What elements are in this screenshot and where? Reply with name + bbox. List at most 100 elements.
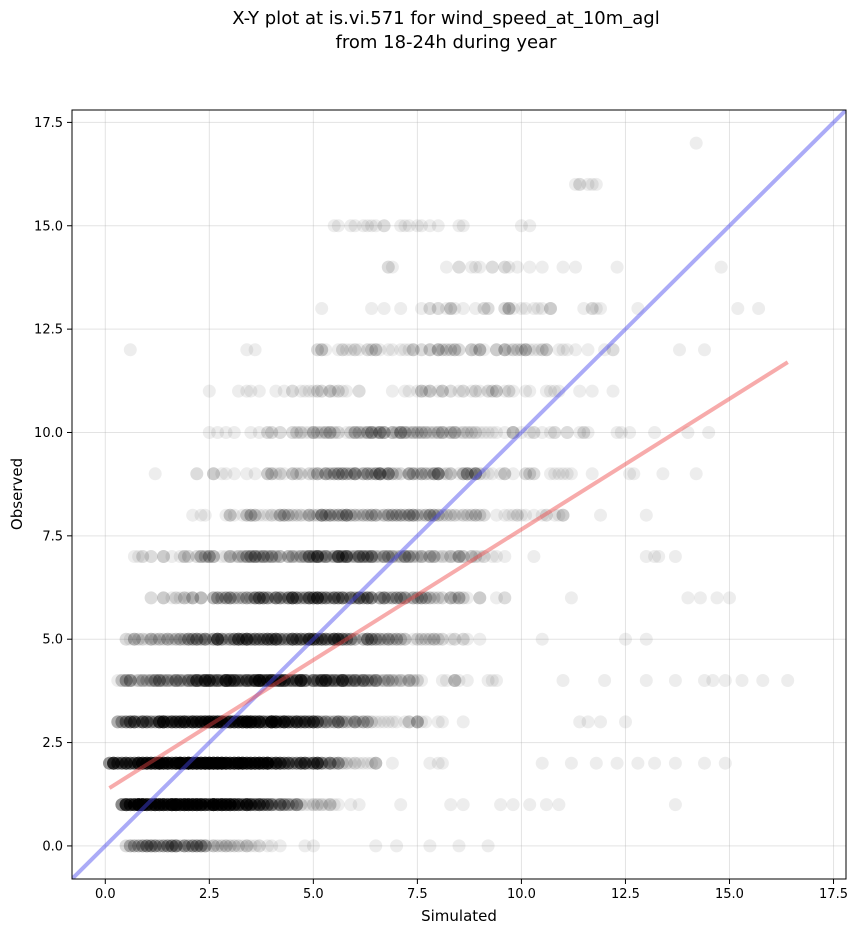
data-point [190, 798, 204, 812]
data-point [290, 798, 304, 812]
data-point [182, 798, 195, 812]
data-point [535, 260, 549, 274]
data-point [157, 798, 170, 812]
data-point [140, 839, 154, 853]
data-point [177, 798, 191, 812]
data-point [127, 798, 141, 812]
data-point [169, 839, 183, 853]
data-point [256, 798, 270, 812]
data-point [211, 839, 225, 853]
data-point [194, 798, 208, 812]
data-point [173, 798, 187, 812]
data-point [119, 715, 133, 729]
data-point [173, 798, 187, 812]
data-point [385, 384, 399, 398]
data-point [127, 798, 141, 812]
data-point [148, 798, 162, 812]
data-point [248, 798, 262, 812]
data-point [152, 798, 166, 812]
data-point [236, 798, 250, 812]
data-point [402, 508, 416, 522]
data-point [211, 798, 225, 812]
data-point [456, 798, 470, 812]
data-point [668, 756, 682, 770]
data-point [182, 839, 195, 853]
data-point [186, 839, 200, 853]
data-point [194, 798, 208, 812]
data-point [186, 839, 200, 853]
data-point [219, 839, 233, 853]
data-point [261, 798, 275, 812]
data-point [481, 384, 495, 398]
data-point [165, 798, 179, 812]
data-point [564, 591, 578, 605]
data-point [510, 260, 524, 274]
data-point [377, 591, 391, 605]
data-point [207, 798, 220, 812]
data-point [186, 839, 200, 853]
data-point [152, 798, 166, 812]
data-point [361, 591, 374, 605]
data-point [485, 260, 499, 274]
data-point [714, 260, 728, 274]
data-point [177, 839, 191, 853]
data-point [315, 343, 329, 357]
data-point [323, 798, 337, 812]
data-point [223, 839, 237, 853]
data-point [581, 343, 595, 357]
data-point [219, 798, 233, 812]
data-point [252, 798, 266, 812]
data-point [581, 177, 595, 191]
data-point [610, 260, 624, 274]
data-point [227, 798, 241, 812]
data-point [207, 798, 220, 812]
data-point [219, 839, 233, 853]
data-point [136, 798, 150, 812]
data-point [656, 467, 670, 481]
data-point [227, 798, 241, 812]
data-point [306, 798, 320, 812]
data-point [240, 798, 254, 812]
data-point [352, 798, 366, 812]
data-point [327, 798, 341, 812]
data-point [710, 591, 724, 605]
data-point [211, 798, 225, 812]
data-point [186, 798, 200, 812]
data-point [169, 798, 183, 812]
data-point [219, 798, 233, 812]
data-point [202, 798, 216, 812]
data-point [219, 798, 233, 812]
data-point [136, 798, 150, 812]
data-point [756, 674, 770, 687]
data-point [398, 384, 412, 398]
data-point [498, 426, 512, 439]
data-point [123, 798, 137, 812]
data-point [136, 798, 150, 812]
data-point [186, 508, 200, 522]
data-point [169, 798, 183, 812]
data-point [619, 715, 632, 729]
data-point [119, 798, 133, 812]
data-point [132, 798, 146, 812]
data-point [232, 798, 245, 812]
data-point [473, 632, 487, 646]
data-point [281, 798, 295, 812]
data-point [190, 798, 204, 812]
data-point [182, 798, 195, 812]
data-point [294, 384, 308, 398]
data-point [173, 798, 187, 812]
data-point [244, 798, 258, 812]
data-point [202, 798, 216, 812]
data-point [177, 798, 191, 812]
data-point [132, 798, 146, 812]
data-point [132, 839, 146, 853]
data-point [144, 839, 158, 853]
data-point [207, 839, 220, 853]
data-point [248, 839, 262, 853]
data-point [123, 798, 137, 812]
data-point [323, 674, 337, 687]
data-point [152, 839, 166, 853]
data-point [648, 756, 662, 770]
data-point [177, 798, 191, 812]
data-point [265, 798, 279, 812]
